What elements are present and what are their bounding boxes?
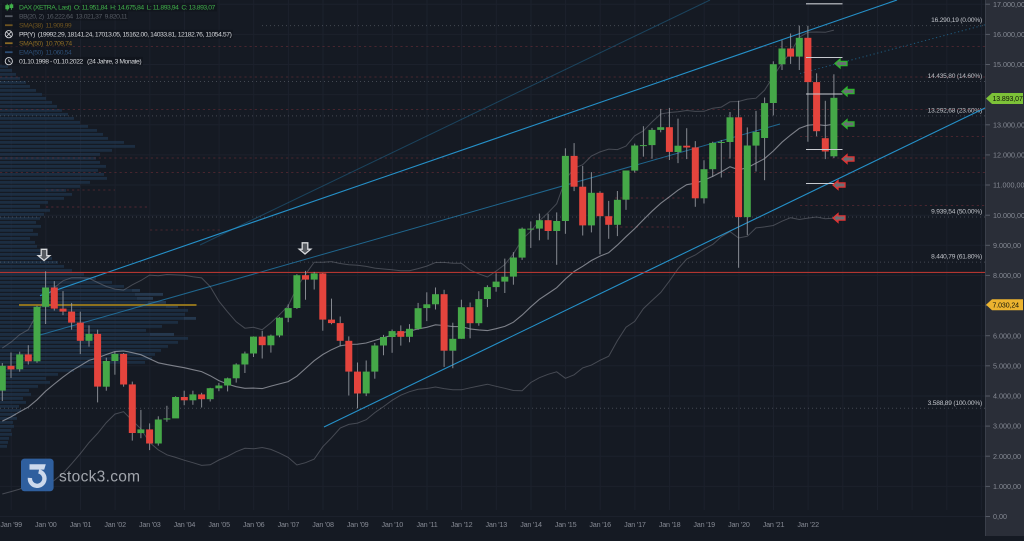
- svg-text:BB(20, 2) 16.222,64 13.021,3: BB(20, 2) 16.222,64 13.021,37 9.820,11: [19, 14, 128, 21]
- svg-text:Jan '05: Jan '05: [208, 520, 230, 529]
- svg-text:Jan '06: Jan '06: [243, 520, 265, 529]
- svg-text:5.000,00: 5.000,00: [993, 361, 1021, 370]
- svg-text:16.000,00: 16.000,00: [993, 30, 1024, 39]
- svg-text:8.000,00: 8.000,00: [993, 271, 1021, 280]
- svg-text:3.000,00: 3.000,00: [993, 422, 1021, 431]
- svg-text:Jan '08: Jan '08: [312, 520, 334, 529]
- svg-text:Jan '13: Jan '13: [486, 520, 508, 529]
- svg-text:Jan '00: Jan '00: [35, 520, 57, 529]
- svg-text:SMA(50) 10.709,74: SMA(50) 10.709,74: [19, 41, 72, 48]
- svg-text:16.290,19 (0.00%): 16.290,19 (0.00%): [931, 17, 982, 24]
- svg-text:1.000,00: 1.000,00: [993, 482, 1021, 491]
- svg-text:EMA(50) 11.060,54: EMA(50) 11.060,54: [19, 50, 72, 57]
- svg-text:15.000,00: 15.000,00: [993, 60, 1024, 69]
- svg-text:2.000,00: 2.000,00: [993, 452, 1021, 461]
- svg-text:Jan '02: Jan '02: [104, 520, 126, 529]
- svg-text:Jan '07: Jan '07: [278, 520, 300, 529]
- svg-text:Jan '01: Jan '01: [70, 520, 92, 529]
- svg-text:Jan '15: Jan '15: [555, 520, 577, 529]
- svg-text:7.030,24: 7.030,24: [993, 302, 1020, 309]
- svg-text:9.000,00: 9.000,00: [993, 241, 1021, 250]
- svg-text:Jan '22: Jan '22: [797, 520, 819, 529]
- svg-text:Jan '20: Jan '20: [728, 520, 750, 529]
- svg-text:Jan '14: Jan '14: [520, 520, 542, 529]
- svg-text:3.588,89 (100.00%): 3.588,89 (100.00%): [928, 400, 982, 407]
- svg-text:Jan '03: Jan '03: [139, 520, 161, 529]
- svg-text:Jan '09: Jan '09: [347, 520, 369, 529]
- svg-text:4.000,00: 4.000,00: [993, 392, 1021, 401]
- svg-text:Jan '04: Jan '04: [174, 520, 196, 529]
- svg-text:13.893,07: 13.893,07: [993, 96, 1023, 103]
- svg-text:11.000,00: 11.000,00: [993, 181, 1024, 190]
- svg-text:PP(Y) (19992.29, 18141.24, 17: PP(Y) (19992.29, 18141.24, 17013.05, 151…: [19, 32, 232, 39]
- svg-text:Jan '21: Jan '21: [763, 520, 785, 529]
- svg-text:8.440,79 (61.80%): 8.440,79 (61.80%): [931, 254, 982, 261]
- svg-text:Jan '10: Jan '10: [382, 520, 404, 529]
- svg-text:13.000,00: 13.000,00: [993, 120, 1024, 129]
- svg-text:Jan '11: Jan '11: [416, 520, 437, 529]
- svg-text:stock3.com: stock3.com: [59, 469, 140, 486]
- svg-text:12.000,00: 12.000,00: [993, 151, 1024, 160]
- svg-text:01.10.1998 - 01.10.2022 (24: 01.10.1998 - 01.10.2022 (24 Jahre, 3 Mon…: [19, 59, 141, 66]
- svg-text:Jan '16: Jan '16: [589, 520, 611, 529]
- svg-text:6.000,00: 6.000,00: [993, 331, 1021, 340]
- svg-text:Jan '17: Jan '17: [624, 520, 646, 529]
- svg-text:0,00: 0,00: [993, 512, 1007, 521]
- svg-text:DAX (XETRA, Last) O: 11.951,8: DAX (XETRA, Last) O: 11.951,84 H: 14.675…: [19, 5, 216, 12]
- svg-text:9.939,54 (50.00%): 9.939,54 (50.00%): [931, 209, 982, 216]
- svg-text:Jan '12: Jan '12: [451, 520, 473, 529]
- svg-text:Jan '19: Jan '19: [693, 520, 715, 529]
- svg-text:Jan '18: Jan '18: [659, 520, 681, 529]
- svg-text:10.000,00: 10.000,00: [993, 211, 1024, 220]
- svg-text:Jan '99: Jan '99: [0, 520, 22, 529]
- svg-text:SMA(38) 11.909,99: SMA(38) 11.909,99: [19, 23, 72, 30]
- svg-text:17.000,00: 17.000,00: [993, 0, 1024, 9]
